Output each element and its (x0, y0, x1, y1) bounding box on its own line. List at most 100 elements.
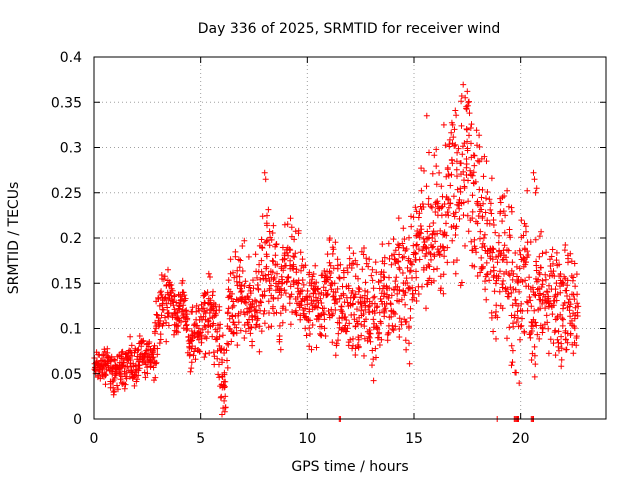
data-point (507, 234, 514, 241)
data-point (407, 258, 414, 265)
data-point (545, 350, 552, 357)
data-point (556, 273, 563, 280)
data-point (287, 293, 294, 300)
data-point (202, 316, 209, 323)
data-point (385, 240, 392, 247)
data-point (242, 328, 249, 335)
data-point (536, 335, 543, 342)
data-point (421, 167, 427, 174)
data-point (129, 352, 135, 359)
data-point (518, 322, 525, 329)
data-point (539, 250, 546, 257)
data-point (165, 266, 171, 273)
data-point (294, 285, 301, 292)
data-point (149, 354, 156, 361)
data-point (560, 280, 567, 287)
data-point (186, 351, 193, 358)
data-point (406, 324, 412, 331)
data-point (217, 394, 224, 401)
data-point (239, 243, 246, 249)
data-point (444, 244, 451, 251)
data-point (280, 267, 287, 274)
data-point (102, 381, 109, 388)
data-point (307, 317, 313, 324)
data-point (196, 348, 203, 355)
data-point (247, 307, 254, 313)
data-point (571, 260, 578, 267)
data-point (542, 271, 549, 278)
data-point (366, 256, 373, 263)
data-point (355, 343, 362, 350)
data-point (538, 284, 545, 290)
data-point (544, 289, 551, 296)
data-point (370, 316, 377, 323)
data-point (497, 210, 504, 217)
data-point (329, 339, 336, 346)
data-point (431, 152, 438, 159)
data-point (225, 305, 232, 312)
data-point (508, 362, 515, 369)
data-point (269, 305, 276, 312)
data-point (395, 258, 402, 265)
data-point (504, 259, 510, 266)
data-point (575, 303, 582, 310)
data-point (433, 146, 440, 153)
data-point (539, 300, 546, 307)
data-point (279, 319, 286, 326)
data-point (467, 167, 474, 174)
data-point (415, 246, 422, 253)
data-point (460, 81, 467, 88)
data-point (134, 376, 140, 383)
data-point (456, 196, 463, 203)
data-point (487, 206, 494, 213)
data-point (202, 333, 209, 340)
data-point (509, 276, 516, 283)
data-point (489, 245, 496, 252)
data-point (513, 263, 520, 270)
data-point (350, 294, 357, 301)
data-point (445, 204, 452, 211)
data-point (127, 333, 134, 340)
data-point (286, 246, 293, 253)
data-point (241, 283, 248, 289)
data-point (509, 259, 516, 266)
data-point (393, 274, 400, 281)
data-point (529, 284, 536, 291)
data-point (378, 336, 385, 343)
data-point (516, 380, 523, 387)
data-point (142, 350, 149, 357)
data-point (332, 307, 339, 313)
data-point (261, 292, 268, 299)
data-point (274, 261, 281, 268)
data-point (536, 269, 542, 276)
data-point (239, 268, 246, 274)
data-point (422, 243, 429, 250)
data-point (494, 314, 501, 321)
data-point (533, 262, 540, 269)
data-point (219, 359, 226, 366)
data-point (273, 309, 280, 316)
data-point (156, 321, 163, 328)
data-point (265, 271, 272, 278)
data-point (558, 356, 565, 363)
data-point (169, 297, 176, 304)
data-point (457, 188, 464, 195)
data-point (161, 273, 168, 280)
data-point (248, 324, 254, 331)
data-point (196, 307, 203, 314)
data-point (528, 328, 535, 334)
data-point (557, 289, 564, 296)
data-point (504, 187, 511, 194)
data-point (431, 251, 438, 258)
data-point (427, 250, 434, 257)
data-point (237, 257, 244, 264)
y-tick-label: 0.05 (51, 367, 82, 383)
data-point (407, 315, 414, 321)
data-point (536, 253, 543, 260)
data-point (235, 256, 242, 263)
data-point (464, 126, 470, 133)
data-point (544, 319, 551, 326)
data-point (476, 132, 483, 139)
data-point (512, 250, 519, 256)
data-point (530, 323, 536, 330)
